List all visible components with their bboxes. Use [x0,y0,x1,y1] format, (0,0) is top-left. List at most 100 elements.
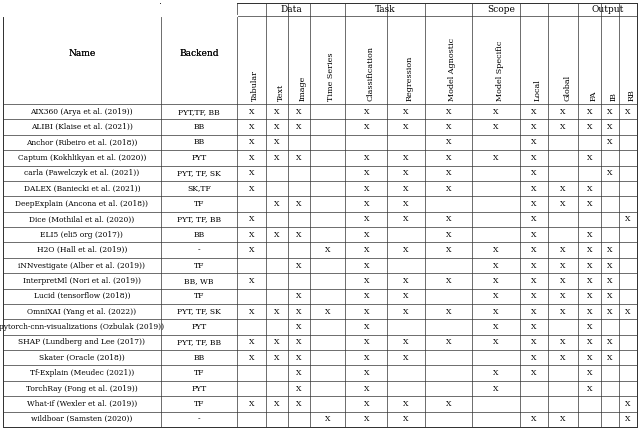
Text: X: X [296,384,301,393]
Bar [161,3,237,16]
Text: X: X [364,277,369,285]
Text: X: X [364,384,369,393]
Text: X: X [493,323,499,331]
Text: X: X [248,277,254,285]
Text: X: X [403,277,409,285]
Text: X: X [296,108,301,116]
Text: X: X [403,184,409,193]
Text: X: X [403,154,409,162]
Text: iNNvestigate (Alber et al. (2019)): iNNvestigate (Alber et al. (2019)) [19,261,145,270]
Text: Classification: Classification [366,46,374,101]
Text: X: X [248,400,254,408]
Text: X: X [403,292,409,300]
Text: Regression: Regression [406,55,414,101]
Text: X: X [561,123,566,131]
Text: X: X [493,384,499,393]
Text: X: X [587,384,592,393]
Text: X: X [493,307,499,316]
Text: X: X [587,246,592,254]
Text: X: X [531,200,536,208]
Text: X: X [296,338,301,347]
Text: AIX360 (Arya et al. (2019)): AIX360 (Arya et al. (2019)) [31,108,133,116]
Text: X: X [531,184,536,193]
Text: X: X [274,307,279,316]
Text: H2O (Hall et al. (2019)): H2O (Hall et al. (2019)) [36,246,127,254]
Text: X: X [274,338,279,347]
Text: X: X [493,338,499,347]
Text: X: X [531,215,536,223]
Text: Time Series: Time Series [328,52,335,101]
Text: X: X [364,215,369,223]
Text: X: X [607,261,612,270]
Text: Lucid (tensorflow (2018)): Lucid (tensorflow (2018)) [33,292,130,300]
Text: X: X [296,307,301,316]
Text: X: X [531,292,536,300]
Text: Output: Output [591,5,624,14]
Text: X: X [561,277,566,285]
Text: X: X [607,292,612,300]
Text: ELI5 (eli5 org (2017)): ELI5 (eli5 org (2017)) [40,231,124,239]
Text: X: X [248,231,254,239]
Text: RB: RB [628,89,636,101]
Text: SK,TF: SK,TF [187,184,211,193]
Text: X: X [531,154,536,162]
Text: Data: Data [280,5,302,14]
Text: Name: Name [68,49,95,58]
Text: ALIBI (Klaise et al. (2021)): ALIBI (Klaise et al. (2021)) [31,123,132,131]
Text: X: X [607,123,612,131]
Text: X: X [607,307,612,316]
Text: X: X [493,261,499,270]
Text: Backend: Backend [179,49,218,58]
Text: X: X [445,246,451,254]
Text: X: X [248,138,254,147]
Text: X: X [364,246,369,254]
Text: FA: FA [589,90,597,101]
Text: X: X [587,323,592,331]
Text: PYT: PYT [191,384,207,393]
Text: Model Specific: Model Specific [496,40,504,101]
Text: X: X [493,292,499,300]
Text: Backend: Backend [179,49,218,58]
Text: X: X [531,169,536,177]
Text: Name: Name [68,49,95,58]
Text: X: X [587,261,592,270]
Text: X: X [274,354,279,362]
Text: X: X [531,231,536,239]
Text: TorchRay (Fong et al. (2019)): TorchRay (Fong et al. (2019)) [26,384,138,393]
Text: X: X [445,138,451,147]
Text: X: X [248,354,254,362]
Text: X: X [561,200,566,208]
Text: X: X [607,277,612,285]
Text: X: X [248,307,254,316]
Text: Skater (Oracle (2018)): Skater (Oracle (2018)) [39,354,125,362]
Text: X: X [561,354,566,362]
Text: Text: Text [276,84,285,101]
Text: X: X [625,415,630,423]
Text: X: X [296,323,301,331]
Text: X: X [403,200,409,208]
Text: X: X [445,400,451,408]
Text: X: X [403,415,409,423]
Text: X: X [364,108,369,116]
Text: BB: BB [193,138,204,147]
Text: X: X [561,415,566,423]
Text: Global: Global [563,75,571,101]
Text: X: X [587,108,592,116]
Text: X: X [561,292,566,300]
Text: X: X [625,108,630,116]
Text: BB: BB [193,123,204,131]
Text: BB: BB [193,354,204,362]
Text: X: X [274,138,279,147]
Text: X: X [587,277,592,285]
Text: Model Agnostic: Model Agnostic [449,38,456,101]
Text: Tf-Explain (Meudec (2021)): Tf-Explain (Meudec (2021)) [29,369,134,377]
Text: PYT: PYT [191,154,207,162]
Text: X: X [493,108,499,116]
Text: Task: Task [374,5,395,14]
Text: X: X [296,200,301,208]
Text: X: X [364,123,369,131]
Text: X: X [325,307,330,316]
Text: X: X [364,184,369,193]
Text: X: X [587,123,592,131]
Text: PYT, TF, BB: PYT, TF, BB [177,338,221,347]
